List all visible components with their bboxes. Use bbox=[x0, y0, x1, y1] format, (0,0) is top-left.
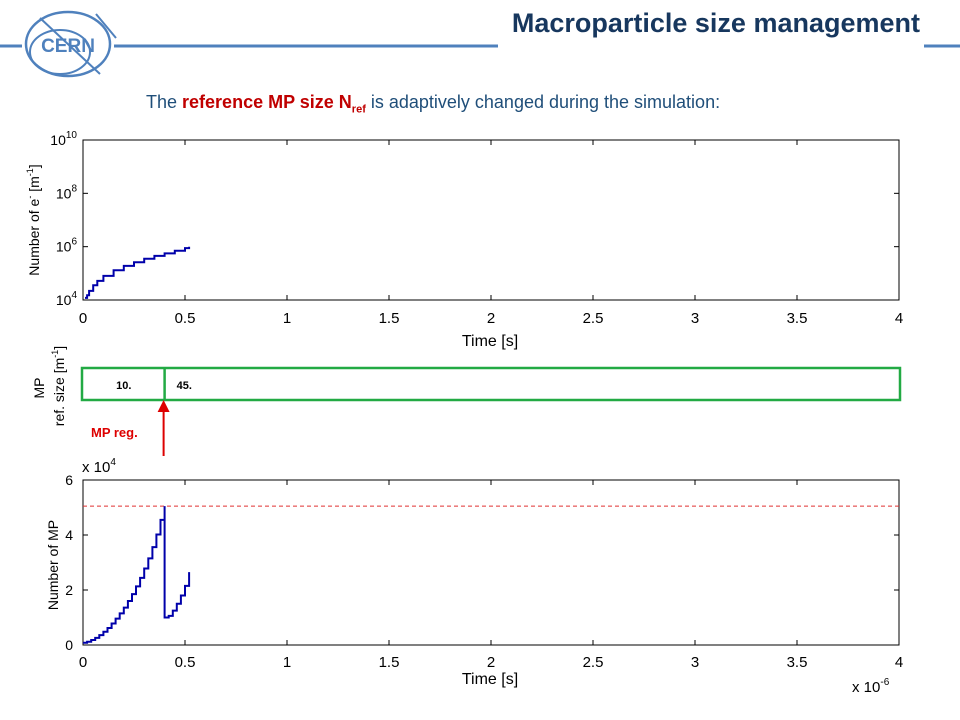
top-x-tick-label: 0 bbox=[79, 310, 87, 327]
bottom-y-multiplier: x 104 bbox=[82, 457, 116, 476]
top-y-tick-label: 1010 bbox=[50, 130, 77, 148]
mp-count-series bbox=[83, 506, 191, 644]
bottom-y-tick-label: 0 bbox=[65, 637, 73, 653]
ref-size-label-line1: MP bbox=[31, 378, 47, 399]
electron-count-chart: 0 0.5 1 1.5 2 2.5 3 3.5 4 104 106 108 1010 Time [s]… bbox=[25, 130, 903, 350]
bottom-y-axis-label: Number of MP bbox=[45, 520, 61, 610]
ref-size-box bbox=[80, 366, 902, 402]
top-y-axis-label: Number of e- [m-1] bbox=[25, 164, 42, 275]
bottom-x-multiplier: x 10-6 bbox=[852, 677, 890, 696]
bottom-x-tick-label: 0.5 bbox=[175, 654, 196, 671]
top-x-tick-label: 2.5 bbox=[583, 310, 604, 327]
bottom-x-tick-label: 0 bbox=[79, 654, 87, 671]
bottom-x-tick-label: 1 bbox=[283, 654, 291, 671]
top-x-tick-label: 1.5 bbox=[379, 310, 400, 327]
mp-reg-arrow bbox=[157, 400, 170, 456]
top-x-axis-label: Time [s] bbox=[462, 333, 518, 350]
top-x-tick-label: 1 bbox=[283, 310, 291, 327]
top-y-tick-label: 108 bbox=[56, 183, 78, 201]
top-x-ticks: 0 0.5 1 1.5 2 2.5 3 3.5 4 bbox=[79, 140, 903, 327]
mp-reg-label: MP reg. bbox=[91, 425, 138, 440]
bottom-x-tick-label: 1.5 bbox=[379, 654, 400, 671]
top-y-tick-label: 104 bbox=[56, 290, 78, 308]
cern-logo-text: CERN bbox=[41, 36, 95, 57]
top-x-tick-label: 3 bbox=[691, 310, 699, 327]
ref-size-label-line2: ref. size [m-1] bbox=[50, 346, 67, 426]
slide-title: Macroparticle size management bbox=[511, 8, 920, 38]
bottom-y-tick-label: 6 bbox=[65, 472, 73, 488]
bottom-x-tick-label: 2 bbox=[487, 654, 495, 671]
bottom-y-tick-label: 2 bbox=[65, 582, 73, 598]
ref-size-strip: 10. 45. MP ref. size [m-1] MP reg. bbox=[31, 346, 902, 456]
bottom-x-axis-label: Time [s] bbox=[462, 671, 518, 688]
bottom-x-tick-label: 3.5 bbox=[787, 654, 808, 671]
electron-count-series bbox=[85, 246, 191, 299]
top-x-tick-label: 0.5 bbox=[175, 310, 196, 327]
bottom-plot-frame bbox=[82, 479, 900, 646]
bottom-y-tick-label: 4 bbox=[65, 527, 73, 543]
bottom-x-tick-label: 4 bbox=[895, 654, 903, 671]
top-y-ticks: 104 106 108 1010 bbox=[50, 130, 899, 308]
ref-size-segment-2: 45. bbox=[177, 380, 192, 392]
bottom-x-ticks: 0 0.5 1 1.5 2 2.5 3 3.5 4 bbox=[79, 480, 903, 671]
bottom-y-ticks: 0 2 4 6 bbox=[65, 472, 899, 653]
top-plot-frame bbox=[82, 139, 900, 301]
mp-count-chart: 0 0.5 1 1.5 2 2.5 3 3.5 4 0 2 4 6 Time [s] Number o… bbox=[45, 457, 903, 696]
top-x-tick-label: 4 bbox=[895, 310, 903, 327]
ref-size-segment-1: 10. bbox=[116, 380, 131, 392]
bottom-x-tick-label: 2.5 bbox=[583, 654, 604, 671]
top-y-tick-label: 106 bbox=[56, 237, 78, 255]
top-x-tick-label: 3.5 bbox=[787, 310, 808, 327]
cern-logo: CERN bbox=[22, 10, 117, 78]
bottom-x-tick-label: 3 bbox=[691, 654, 699, 671]
top-x-tick-label: 2 bbox=[487, 310, 495, 327]
slide-subtitle: The reference MP size Nref is adaptively… bbox=[146, 92, 721, 116]
